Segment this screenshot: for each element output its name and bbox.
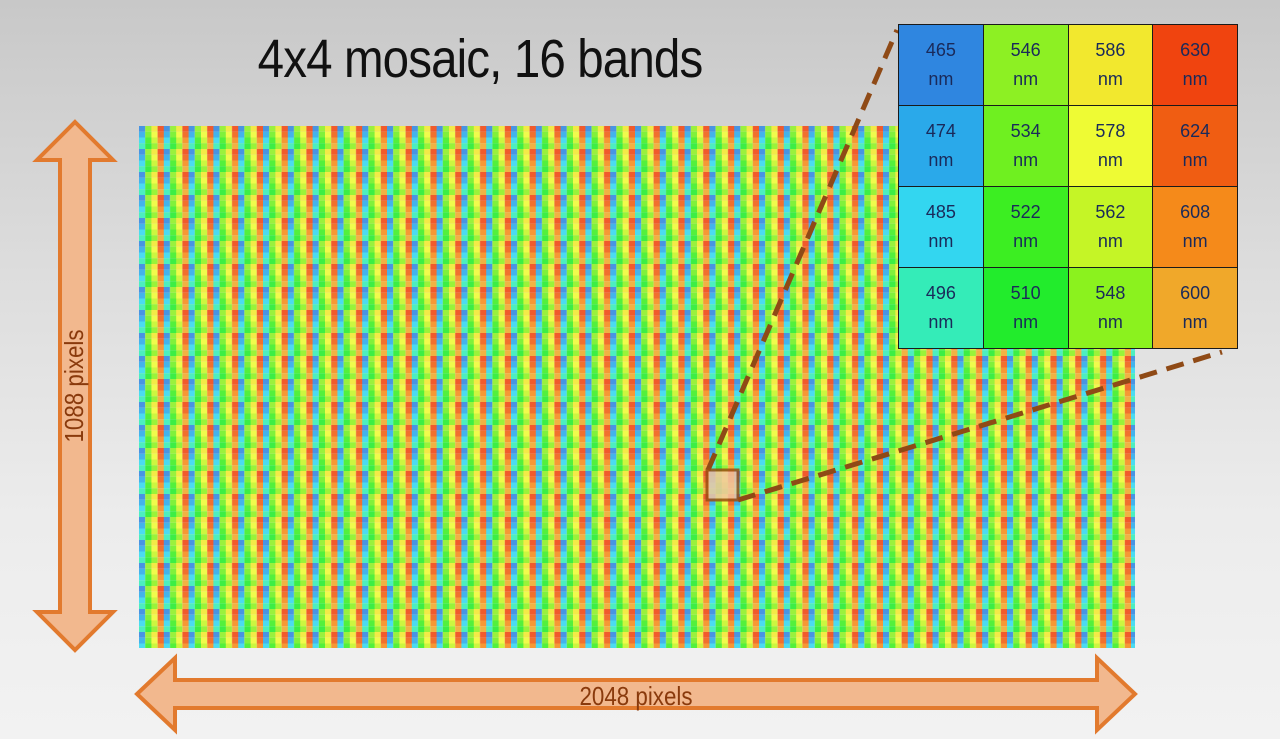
band-cell: 522 nm <box>982 186 1069 268</box>
table-row: 485 nm 522 nm 562 nm 608 nm <box>898 186 1238 268</box>
table-row: 474 nm 534 nm 578 nm 624 nm <box>898 105 1238 187</box>
band-cell: 510 nm <box>982 267 1069 349</box>
band-cell: 624 nm <box>1152 105 1238 187</box>
band-cell: 534 nm <box>982 105 1069 187</box>
band-cell: 546 nm <box>982 24 1069 106</box>
table-row: 496 nm 510 nm 548 nm 600 nm <box>898 267 1238 349</box>
zoom-callout-lines <box>705 29 1223 503</box>
width-arrow: 2048 pixels <box>134 653 1138 735</box>
page-title: 4x4 mosaic, 16 bands <box>257 29 704 89</box>
band-cell: 548 nm <box>1067 267 1154 349</box>
band-cell: 562 nm <box>1067 186 1154 268</box>
band-cell: 485 nm <box>898 186 984 268</box>
selected-unit-cell <box>705 468 740 502</box>
band-cell: 474 nm <box>898 105 984 187</box>
band-cell: 608 nm <box>1152 186 1238 268</box>
band-cell: 465 nm <box>898 24 984 106</box>
band-cell: 600 nm <box>1152 267 1238 349</box>
table-row: 465 nm 546 nm 586 nm 630 nm <box>898 24 1238 106</box>
band-cell: 578 nm <box>1067 105 1154 187</box>
width-label: 2048 pixels <box>579 682 692 711</box>
band-cell: 496 nm <box>898 267 984 349</box>
height-arrow: 1088 pixels <box>32 119 118 653</box>
band-cell: 630 nm <box>1152 24 1238 106</box>
band-cell: 586 nm <box>1067 24 1154 106</box>
band-wavelength-table: 465 nm 546 nm 586 nm 630 nm 474 nm 534 nm 578 n… <box>898 24 1238 349</box>
height-label: 1088 pixels <box>60 329 89 442</box>
